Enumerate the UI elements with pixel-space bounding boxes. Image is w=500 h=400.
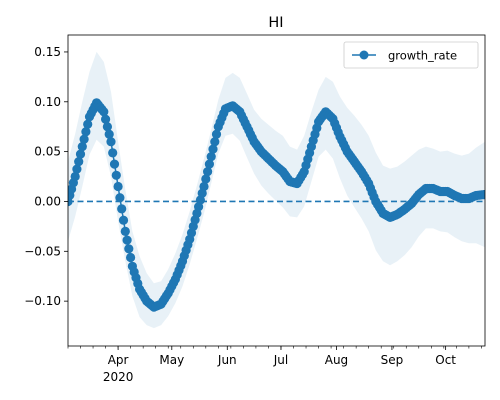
x-tick-label: Aug: [325, 353, 348, 367]
x-tick-label: Oct: [435, 353, 456, 367]
y-tick-label: −0.05: [24, 244, 61, 258]
data-point: [206, 152, 216, 162]
x-tick-label: Jun: [217, 353, 237, 367]
data-point: [122, 235, 132, 245]
x-axis: Apr May Jun Jul Aug Sep Oct 2020: [67, 346, 482, 384]
data-point: [102, 122, 112, 132]
data-point: [108, 148, 118, 158]
data-point: [199, 181, 209, 192]
y-tick-label: −0.10: [24, 294, 61, 308]
y-tick-label: 0.05: [34, 145, 61, 159]
data-point: [118, 215, 129, 225]
data-point: [99, 107, 109, 117]
data-point: [79, 134, 89, 144]
data-point: [111, 170, 121, 180]
data-point: [117, 204, 127, 214]
data-point: [113, 181, 123, 192]
y-tick-label: 0.00: [34, 194, 61, 208]
data-point: [72, 164, 82, 174]
y-tick-label: 0.15: [34, 45, 61, 59]
legend: growth_rate: [343, 41, 479, 69]
data-point: [210, 137, 220, 147]
legend-box: [343, 41, 479, 69]
data-point: [70, 171, 80, 182]
data-point: [104, 129, 114, 139]
y-axis: 0.15 0.10 0.05 0.00 −0.05 −0.10: [24, 45, 68, 308]
data-point: [77, 142, 87, 152]
y-tick-label: 0.10: [34, 95, 61, 109]
legend-marker-swatch: [359, 50, 369, 60]
data-point: [106, 137, 116, 147]
data-point: [81, 127, 91, 137]
growth-rate-markers: [68, 98, 485, 312]
chart-title: HI: [268, 15, 283, 31]
plot-area: 0.150.100.050.00−0.05−0.10 Apr May Jun Jul A…: [24, 34, 486, 384]
data-point: [74, 157, 84, 167]
x-tick-label: May: [159, 353, 184, 367]
data-point: [211, 129, 222, 139]
data-point: [204, 159, 214, 169]
data-point: [208, 144, 218, 154]
data-point: [126, 252, 136, 263]
axes-frame: [67, 34, 486, 347]
x-tick-label: Apr: [108, 353, 129, 367]
x-tick-label: Jul: [273, 353, 288, 367]
data-point: [120, 226, 130, 236]
data-point: [109, 159, 120, 169]
data-point: [203, 167, 213, 177]
data-point: [480, 189, 485, 200]
data-point: [124, 244, 134, 254]
legend-label-growth-rate: growth_rate: [388, 49, 457, 63]
confidence-band: [68, 51, 485, 329]
data-point: [115, 193, 125, 203]
x-year-label: 2020: [103, 370, 134, 384]
data-point: [75, 149, 86, 159]
data-point: [101, 114, 111, 124]
x-tick-label: Sep: [381, 353, 404, 367]
data-point: [83, 119, 93, 129]
data-point: [201, 174, 211, 184]
